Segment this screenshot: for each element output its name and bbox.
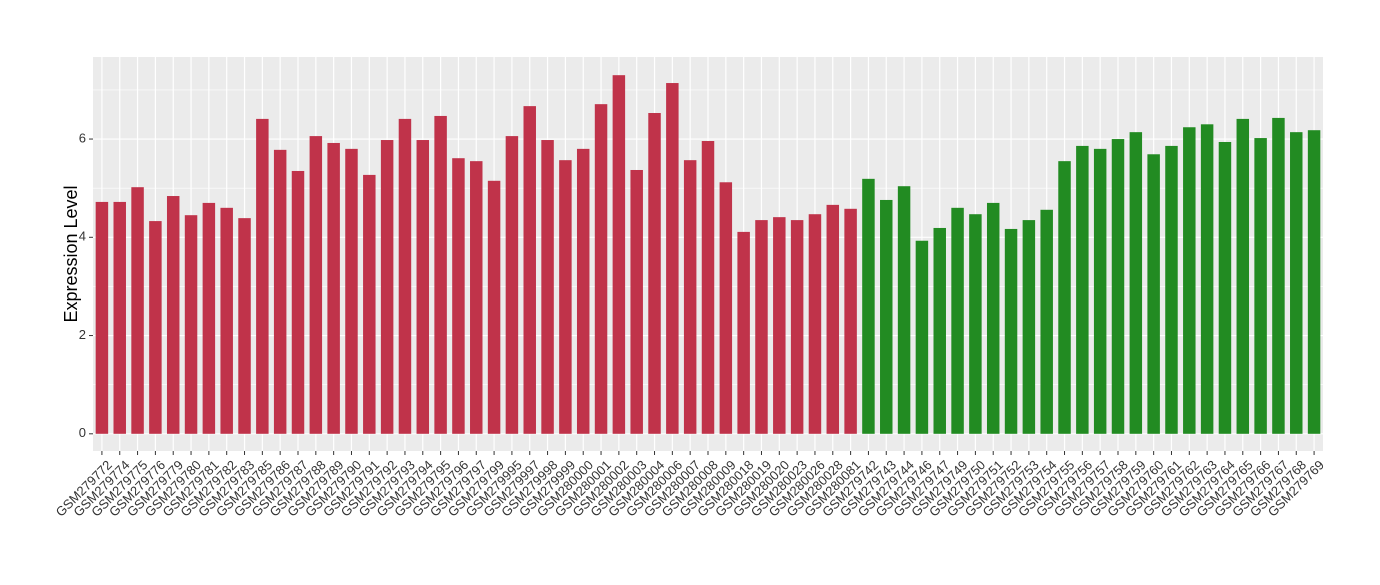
bar (897, 186, 911, 434)
bar (470, 161, 483, 434)
bar (862, 178, 875, 434)
bar (701, 141, 715, 434)
bar (1183, 127, 1196, 434)
bar (933, 227, 946, 434)
bar (1236, 118, 1250, 434)
bar (202, 202, 216, 434)
bar (1093, 148, 1107, 434)
bar (1307, 130, 1321, 434)
bar (755, 220, 768, 434)
bar (1165, 145, 1178, 434)
bar (220, 207, 233, 434)
y-tick-label: 0 (79, 425, 86, 440)
bar (1111, 139, 1125, 434)
bar (327, 142, 340, 434)
bar (773, 217, 786, 434)
bar (880, 199, 893, 434)
bar (559, 160, 572, 434)
bar (630, 169, 643, 434)
bar (95, 201, 109, 434)
bar (256, 118, 269, 434)
bar (380, 140, 394, 434)
y-tick-label: 2 (79, 327, 86, 342)
bar (648, 113, 661, 434)
bar (309, 136, 323, 434)
bar (1200, 124, 1214, 434)
bar (594, 104, 608, 434)
bar (149, 221, 162, 434)
bar (131, 187, 144, 434)
bar (969, 214, 982, 434)
bar (1272, 117, 1285, 434)
bar (1076, 145, 1089, 434)
bar (1290, 132, 1303, 434)
bar (345, 148, 358, 434)
bar (666, 83, 679, 434)
y-axis-label: Expression Level (61, 185, 81, 322)
bar (1022, 220, 1036, 434)
bar (951, 207, 964, 434)
bar (1129, 132, 1143, 434)
bar (434, 115, 447, 434)
bar (363, 174, 376, 434)
y-tick-label: 6 (79, 130, 86, 145)
bar (398, 118, 412, 434)
bar (1218, 141, 1232, 434)
bar (523, 106, 536, 434)
bar (826, 204, 840, 434)
bar (683, 160, 697, 434)
y-tick-label: 4 (79, 229, 86, 244)
bar (915, 240, 929, 434)
bar (1058, 161, 1071, 434)
bar (576, 148, 590, 434)
bar (986, 202, 1000, 434)
bar (612, 75, 626, 434)
bar (238, 218, 251, 434)
bar (452, 158, 465, 434)
bar (487, 180, 501, 434)
bar (808, 214, 822, 434)
bar (790, 220, 804, 434)
bar (184, 215, 198, 434)
bar (166, 196, 180, 434)
bar (844, 208, 857, 434)
bar (737, 231, 750, 434)
bar (1040, 209, 1053, 434)
bar (1147, 154, 1160, 434)
bar (505, 136, 519, 434)
bar (1254, 138, 1267, 434)
bar (291, 170, 305, 434)
bar (1004, 228, 1018, 434)
bar (719, 182, 733, 434)
bar (113, 201, 126, 434)
bar (273, 149, 287, 434)
bar (541, 140, 554, 434)
bar (416, 140, 430, 434)
